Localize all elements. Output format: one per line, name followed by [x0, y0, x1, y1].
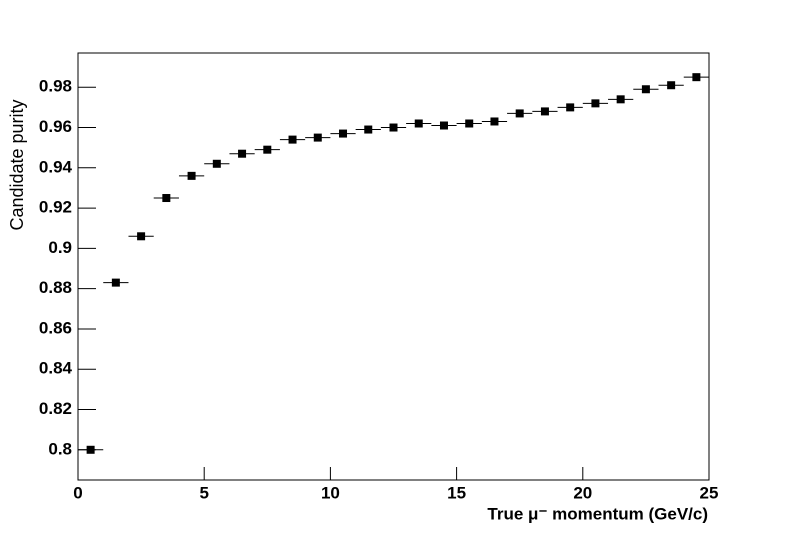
marker: [465, 119, 474, 128]
marker: [515, 109, 524, 118]
x-tick-label: 5: [199, 483, 208, 502]
x-tick-label: 0: [73, 483, 82, 502]
plot-frame: [77, 52, 710, 481]
marker: [263, 145, 272, 154]
x-axis-title: True μ⁻ momentum (GeV/c): [487, 504, 708, 523]
y-tick-label: 0.92: [39, 198, 72, 217]
marker: [364, 125, 373, 134]
marker: [339, 129, 348, 138]
y-tick-label: 0.8: [48, 439, 72, 458]
marker: [187, 171, 196, 180]
y-tick-label: 0.86: [39, 318, 72, 337]
x-tick-label: 20: [573, 483, 592, 502]
y-tick-label: 0.9: [48, 238, 72, 257]
marker: [238, 149, 247, 158]
x-tick-label: 15: [447, 483, 466, 502]
y-tick-label: 0.88: [39, 278, 72, 297]
y-tick-label: 0.94: [39, 157, 73, 176]
marker: [86, 445, 95, 454]
y-axis-title: Candidate purity: [7, 99, 27, 230]
marker: [591, 99, 600, 108]
y-tick-label: 0.82: [39, 399, 72, 418]
marker: [566, 103, 575, 112]
y-tick-label: 0.98: [39, 77, 72, 96]
marker: [616, 95, 625, 104]
marker: [288, 135, 297, 144]
marker: [313, 133, 322, 142]
marker: [641, 85, 650, 94]
marker: [137, 232, 146, 241]
marker: [162, 194, 171, 203]
marker: [692, 73, 701, 82]
marker: [667, 81, 676, 90]
marker: [414, 119, 423, 128]
y-tick-label: 0.84: [39, 359, 73, 378]
marker: [439, 121, 448, 130]
marker: [389, 123, 398, 132]
marker: [540, 107, 549, 116]
y-tick-label: 0.96: [39, 117, 72, 136]
marker: [490, 117, 499, 126]
x-tick-label: 25: [700, 483, 719, 502]
x-tick-label: 10: [321, 483, 340, 502]
marker: [212, 159, 221, 168]
marker: [111, 278, 120, 287]
